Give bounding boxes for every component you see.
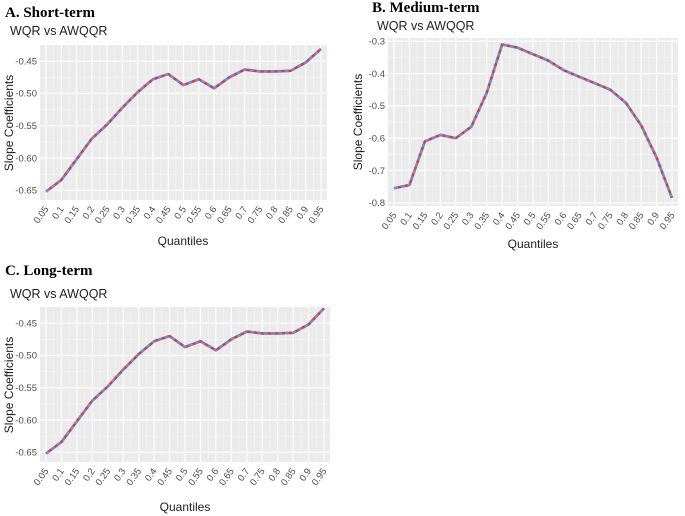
panel-label: A. Short-term: [5, 5, 95, 21]
series-lines: [45, 47, 322, 193]
y-tick-label: -0.7: [369, 166, 385, 177]
x-tick-labels: 0.050.10.150.20.250.30.350.40.450.50.550…: [380, 210, 678, 231]
x-tick-label: 0.95: [307, 204, 327, 225]
y-tick-label: -0.50: [15, 89, 37, 100]
x-tick-label: 0.65: [217, 466, 237, 487]
y-tick-label: -0.45: [15, 318, 37, 329]
panel-label: C. Long-term: [5, 263, 93, 279]
chart-title: WQR vs AWQQR: [10, 287, 107, 301]
x-tick-label: 0.25: [442, 210, 462, 231]
x-tick-label: 0.85: [627, 210, 647, 231]
x-tick-label: 0.15: [411, 210, 431, 231]
y-tick-label: -0.45: [15, 56, 37, 67]
y-tick-labels: -0.8 -0.7 -0.6 -0.5 -0.4 -0.3: [369, 37, 385, 210]
x-tick-label: 0.35: [125, 466, 145, 487]
y-tick-labels: -0.65 -0.60 -0.55 -0.50 -0.45: [15, 56, 37, 196]
x-tick-label: 0.85: [279, 466, 299, 487]
x-tick-label: 0.35: [473, 210, 493, 231]
x-tick-label: 0.45: [155, 466, 175, 487]
x-tick-label: 0.15: [63, 466, 83, 487]
y-tick-label: -0.4: [369, 69, 385, 80]
x-tick-label: 0.35: [124, 204, 144, 225]
x-axis-title: Quantiles: [160, 500, 211, 514]
x-tick-label: 0.15: [62, 204, 82, 225]
x-tick-label: 0.95: [658, 210, 678, 231]
x-tick-label: 0.55: [534, 210, 554, 231]
y-tick-label: -0.50: [15, 351, 37, 362]
y-tick-label: -0.8: [369, 198, 385, 209]
series-line-awqqr: [393, 43, 674, 199]
chart-title: WQR vs AWQQR: [10, 24, 107, 38]
x-tick-label: 0.55: [185, 204, 205, 225]
x-tick-label: 0.85: [276, 204, 296, 225]
x-tick-labels: 0.050.10.150.20.250.30.350.40.450.50.550…: [32, 204, 327, 225]
y-tick-label: -0.55: [15, 383, 37, 394]
x-tick-label: 0.75: [248, 466, 268, 487]
x-tick-label: 0.65: [215, 204, 235, 225]
x-tick-label: 0.25: [93, 204, 113, 225]
panel-a-short-term: A. Short-term WQR vs AWQQR -0.65-0.60-0.…: [2, 5, 327, 248]
x-tick-label: 0.75: [246, 204, 266, 225]
y-tick-label: -0.60: [15, 153, 37, 164]
panel-c-long-term: C. Long-term WQR vs AWQQR -0.65 -0.60 -0.5…: [2, 263, 330, 514]
y-tick-label: -0.5: [369, 101, 385, 112]
y-tick-label: -0.65: [15, 448, 37, 459]
series-lines: [45, 307, 325, 455]
x-tick-label: 0.55: [186, 466, 206, 487]
x-tick-label: 0.05: [32, 466, 52, 487]
y-tick-label: -0.65: [15, 186, 37, 197]
y-tick-label: -0.60: [15, 415, 37, 426]
y-tick-labels: -0.65 -0.60 -0.55 -0.50 -0.45: [15, 318, 37, 458]
x-tick-label: 0.05: [32, 204, 52, 225]
y-tick-label: -0.55: [15, 121, 37, 132]
x-tick-label: 0.95: [310, 466, 330, 487]
chart-title: WQR vs AWQQR: [377, 19, 474, 33]
series-line-awqqr: [45, 307, 325, 455]
y-axis-title: Slope Coefficients: [2, 337, 16, 434]
x-tick-labels: 0.050.10.150.20.250.30.350.40.450.50.550…: [32, 466, 330, 487]
x-axis-title: Quantiles: [508, 237, 559, 251]
y-tick-label: -0.3: [369, 37, 385, 48]
gridlines: [388, 38, 678, 206]
panel-label: B. Medium-term: [372, 0, 480, 16]
y-tick-label: -0.6: [369, 133, 385, 144]
y-axis-title: Slope Coefficients: [2, 75, 16, 172]
x-tick-label: 0.65: [565, 210, 585, 231]
gridlines: [40, 45, 327, 200]
x-tick-label: 0.75: [596, 210, 616, 231]
panel-b-medium-term: B. Medium-term WQR vs AWQQR -0.8 -0.7 -0.6…: [351, 0, 678, 251]
y-axis-title: Slope Coefficients: [351, 74, 365, 171]
x-tick-label: 0.45: [503, 210, 523, 231]
series-lines: [393, 43, 674, 199]
series-line-awqqr: [45, 47, 322, 193]
x-tick-label: 0.45: [154, 204, 174, 225]
x-axis-title: Quantiles: [158, 234, 209, 248]
x-tick-label: 0.05: [380, 210, 400, 231]
x-tick-label: 0.25: [94, 466, 114, 487]
